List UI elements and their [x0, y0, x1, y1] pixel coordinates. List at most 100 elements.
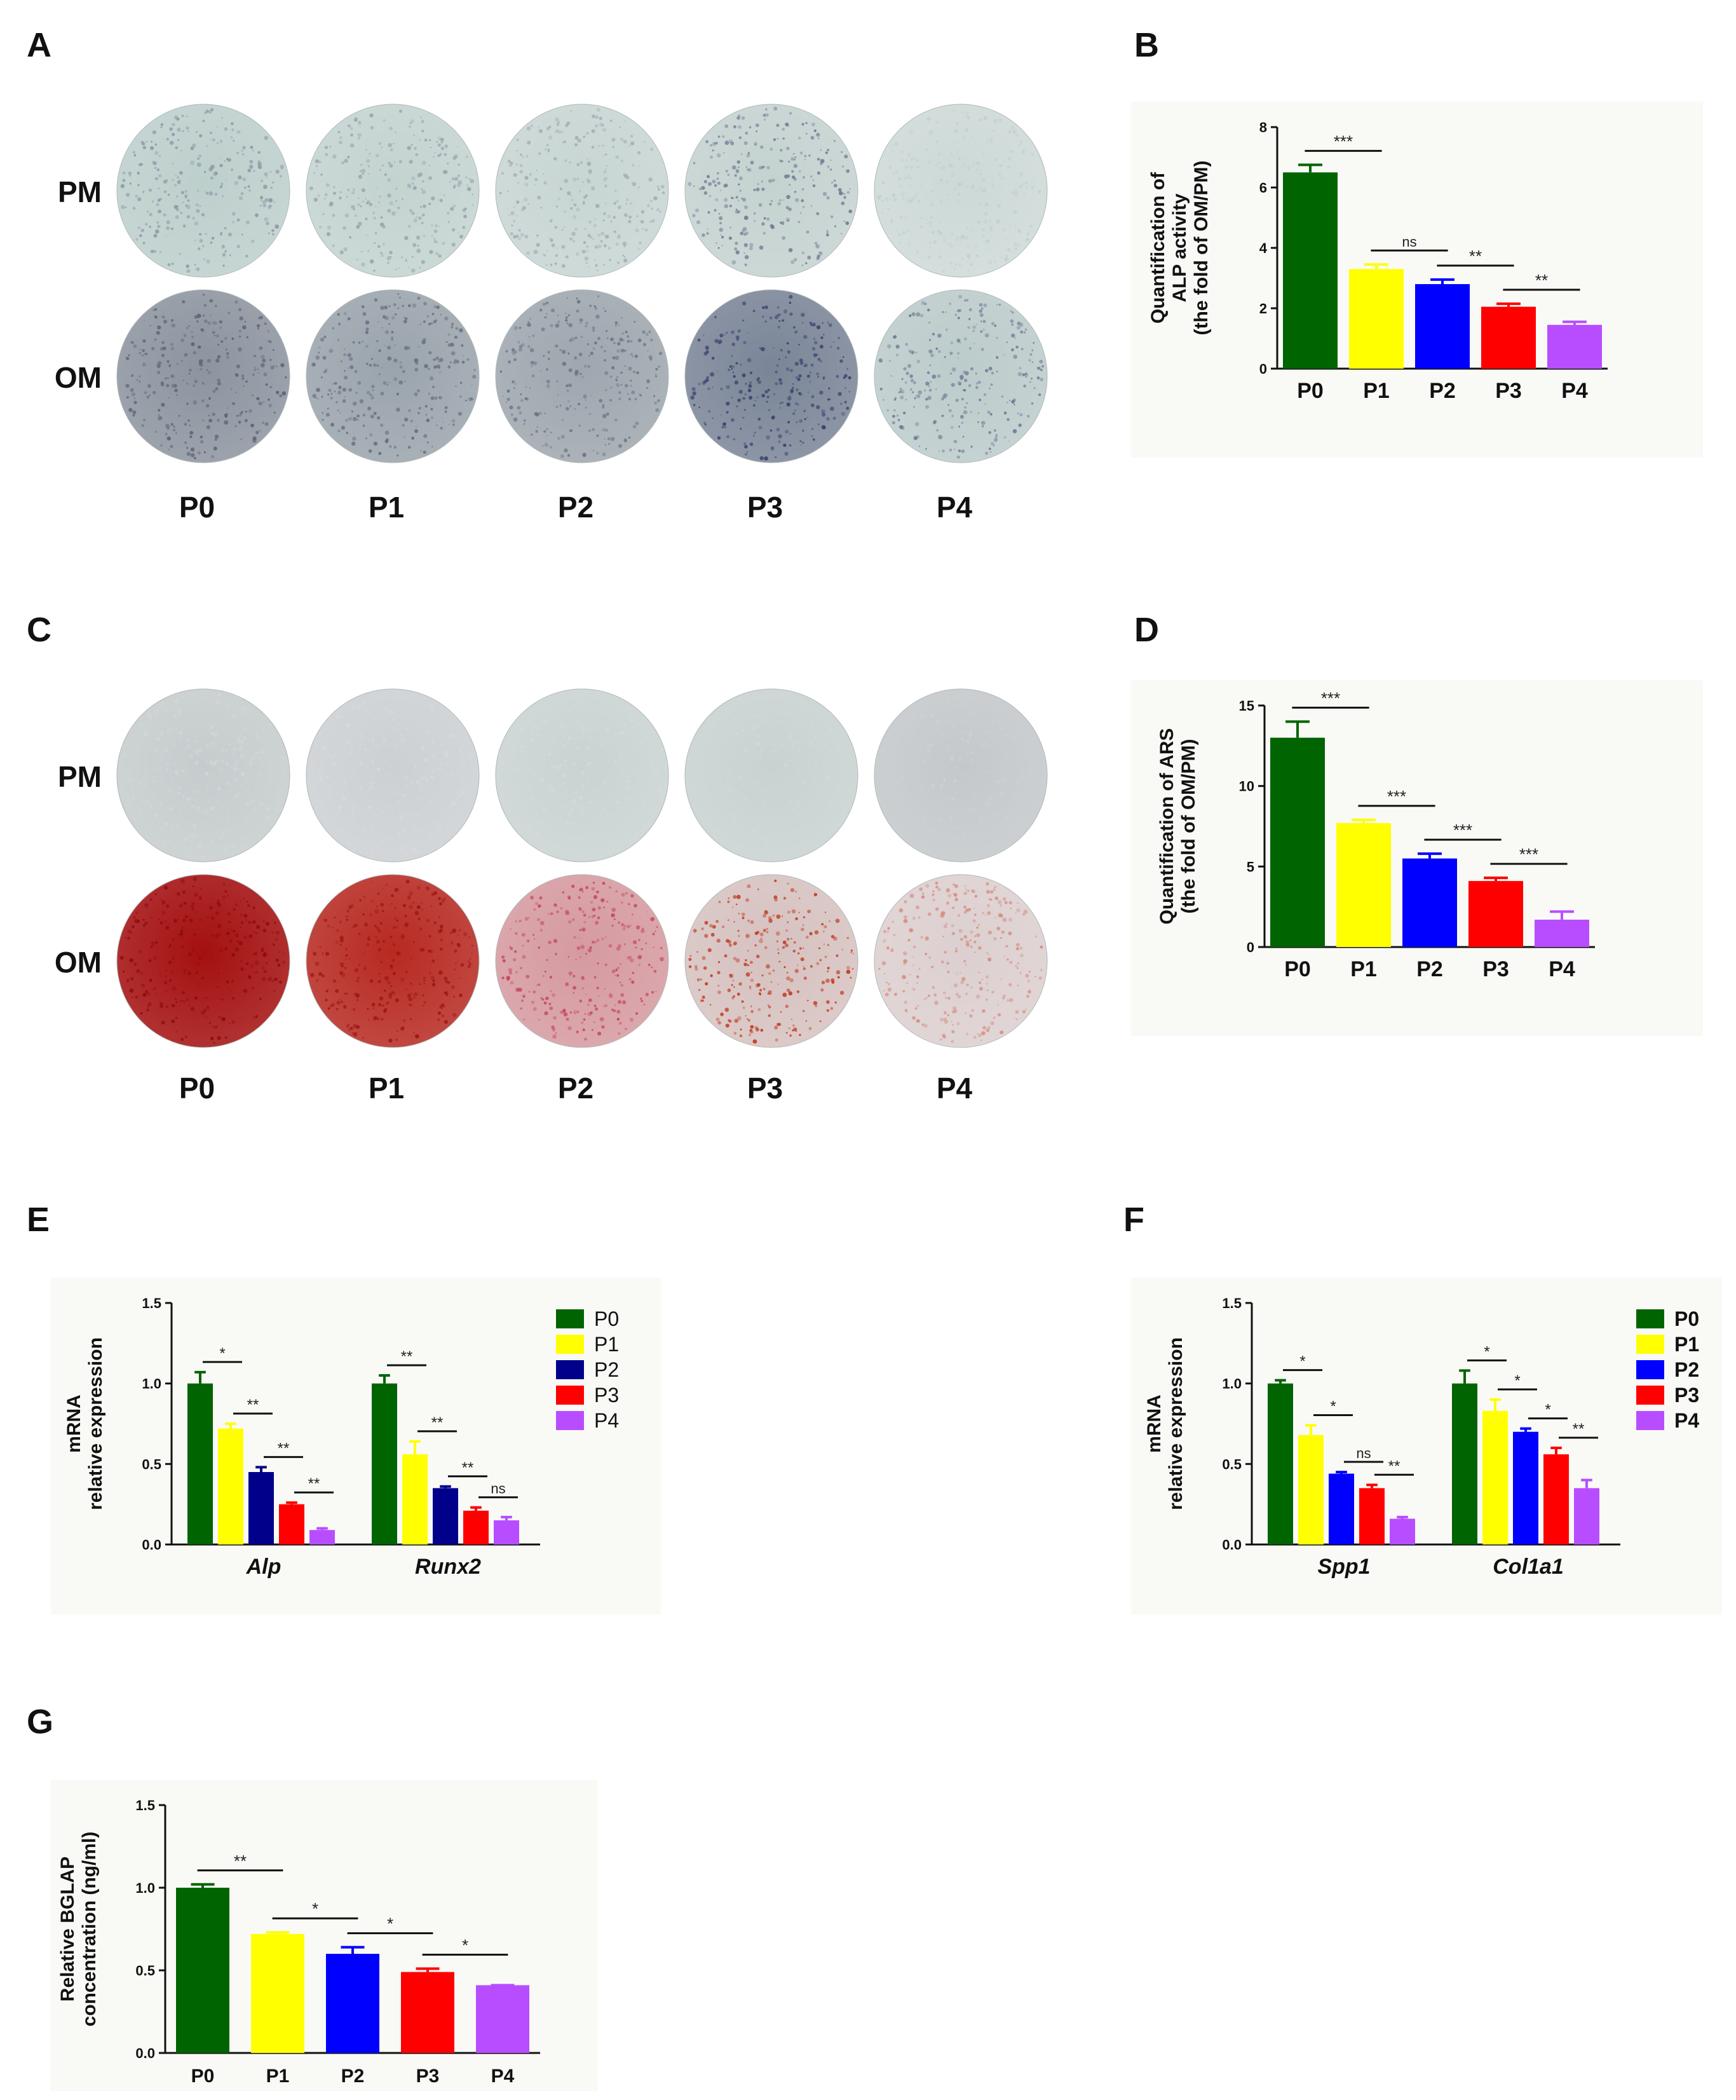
- alp-activity-bar-chart: 0 2 4 6 8 Quantification of ALP activity (the f…: [1131, 102, 1703, 458]
- chart-background: [1131, 680, 1703, 1036]
- column-label-p1: P1: [369, 1072, 404, 1105]
- plate-texture-om-p0: [119, 876, 286, 1044]
- y-axis-label: (the fold of OM/PM): [1178, 739, 1199, 914]
- plate-texture-om-p2: [501, 882, 664, 1041]
- legend-label-p3: P3: [594, 1384, 619, 1407]
- bar-alp-p3: [279, 1504, 304, 1544]
- x-tick-label-p3: P3: [1482, 957, 1509, 981]
- panel-label-d: D: [1134, 611, 1159, 649]
- panel-label-f: F: [1123, 1201, 1144, 1239]
- bar-p1: [251, 1933, 304, 2053]
- x-tick-label-p1: P1: [266, 2066, 290, 2087]
- panel-d-chart: 0 5 10 15 Quantification of ARS (the fold of …: [1131, 680, 1703, 1036]
- bar-col1a1-p1: [1482, 1410, 1508, 1544]
- x-tick-label-p0: P0: [191, 2066, 215, 2087]
- significance-label: ***: [1453, 821, 1472, 840]
- legend-label-p0: P0: [594, 1307, 619, 1330]
- panel-b-chart: 0 2 4 6 8 Quantification of ALP activity (the f…: [1131, 102, 1703, 458]
- row-label-om: OM: [55, 946, 102, 979]
- y-tick-label: 0: [1247, 939, 1254, 955]
- x-tick-label-p1: P1: [1363, 379, 1390, 403]
- legend-swatch-p4: [556, 1411, 584, 1430]
- panel-a-plates: PM OM P0 P1 P2 P3 P4: [0, 89, 1068, 534]
- bar-col1a1-p4: [1574, 1488, 1599, 1544]
- plate-texture-om-p1: [310, 880, 473, 1043]
- x-tick-label-p2: P2: [1429, 379, 1456, 403]
- bar-p2: [326, 1954, 379, 2053]
- y-axis-label: mRNA: [64, 1394, 85, 1453]
- ars-stain-plates: PM OM P0 P1 P2 P3 P4: [55, 688, 1048, 1105]
- plate-texture-pm-p1: [309, 109, 475, 273]
- y-axis-label: concentration (ng/ml): [79, 1832, 100, 2027]
- significance-label: *: [312, 1899, 318, 1918]
- bar-alp-p2: [248, 1472, 274, 1544]
- significance-label: ***: [1387, 787, 1406, 806]
- y-axis-label: relative expression: [1165, 1337, 1186, 1510]
- y-tick-label: 1.0: [135, 1880, 155, 1896]
- plate-om-p4: [874, 874, 1048, 1048]
- y-tick-label: 6: [1259, 180, 1267, 196]
- significance-label: **: [1469, 247, 1482, 266]
- column-label-p0: P0: [179, 491, 215, 524]
- plate-pm-p3: [684, 104, 858, 278]
- plate-pm-p1: [306, 688, 480, 862]
- legend-swatch-p0: [556, 1309, 584, 1328]
- y-axis-label: (the fold of OM/PM): [1191, 161, 1212, 336]
- bar-runx2-p0: [372, 1383, 397, 1544]
- panel-g-chart: 0.0 0.5 1.0 1.5 Relative BGLAP concentration …: [51, 1780, 597, 2091]
- bar-p4: [1547, 325, 1602, 369]
- bar-spp1-p0: [1268, 1383, 1293, 1544]
- plate-om-p0: [116, 874, 290, 1048]
- significance-label: *: [1484, 1343, 1489, 1360]
- bar-p0: [1283, 172, 1338, 369]
- plate-texture-pm-p4: [877, 109, 1041, 273]
- column-label-p2: P2: [558, 1072, 593, 1105]
- panel-e-chart: 0.0 0.5 1.0 1.5 mRNA relative expression Alp Ru…: [51, 1278, 661, 1614]
- y-tick-label: 1.5: [1222, 1295, 1242, 1311]
- plate-texture-om-p3: [690, 295, 851, 461]
- y-tick-label: 0.0: [1222, 1537, 1242, 1553]
- bar-p3: [1468, 881, 1523, 947]
- plate-pm-p4: [874, 104, 1048, 278]
- y-tick-label: 1.0: [142, 1376, 161, 1392]
- plate-texture-om-p3: [688, 879, 855, 1044]
- x-tick-label-p1: P1: [1350, 957, 1377, 981]
- column-label-p1: P1: [369, 491, 404, 524]
- y-tick-label: 0.5: [142, 1456, 161, 1472]
- y-tick-label: 0.5: [135, 1963, 155, 1979]
- column-label-p4: P4: [937, 1072, 973, 1105]
- column-label-p3: P3: [747, 1072, 783, 1105]
- legend-swatch-p4: [1636, 1411, 1664, 1430]
- x-tick-label-p4: P4: [1561, 379, 1588, 403]
- bar-alp-p1: [218, 1428, 243, 1544]
- significance-label: **: [278, 1440, 290, 1457]
- significance-label: ns: [1356, 1445, 1371, 1461]
- plate-texture-pm-p3: [688, 106, 853, 266]
- y-tick-label: 0.5: [1222, 1456, 1242, 1472]
- bar-p4: [1535, 919, 1589, 947]
- group-label-spp1: Spp1: [1317, 1555, 1370, 1579]
- panel-label-a: A: [27, 26, 51, 64]
- bar-col1a1-p0: [1452, 1383, 1477, 1544]
- bar-p4: [476, 1985, 529, 2053]
- plate-om-p1: [306, 289, 480, 463]
- significance-label: **: [462, 1459, 474, 1476]
- panel-label-c: C: [27, 611, 51, 649]
- row-label-pm: PM: [58, 760, 102, 793]
- panel-c-plates: PM OM P0 P1 P2 P3 P4: [0, 674, 1068, 1106]
- y-tick-label: 1.0: [1222, 1376, 1242, 1392]
- legend-label-p4: P4: [594, 1409, 619, 1432]
- column-label-p0: P0: [179, 1072, 215, 1105]
- chart-background: [1131, 1278, 1722, 1614]
- bar-spp1-p4: [1390, 1518, 1415, 1544]
- y-tick-label: 15: [1239, 698, 1254, 714]
- significance-label: *: [1330, 1398, 1336, 1415]
- bar-p3: [401, 1972, 454, 2053]
- legend-label-p1: P1: [1674, 1333, 1699, 1356]
- plate-pm-p1: [306, 104, 480, 278]
- column-label-p4: P4: [937, 491, 973, 524]
- spp1-col1a1-grouped-bar-chart: 0.0 0.5 1.0 1.5 mRNA relative expression Spp1 C…: [1131, 1278, 1722, 1614]
- significance-label: ***: [1519, 845, 1538, 864]
- bar-spp1-p3: [1359, 1488, 1385, 1544]
- legend-label-p2: P2: [594, 1358, 619, 1381]
